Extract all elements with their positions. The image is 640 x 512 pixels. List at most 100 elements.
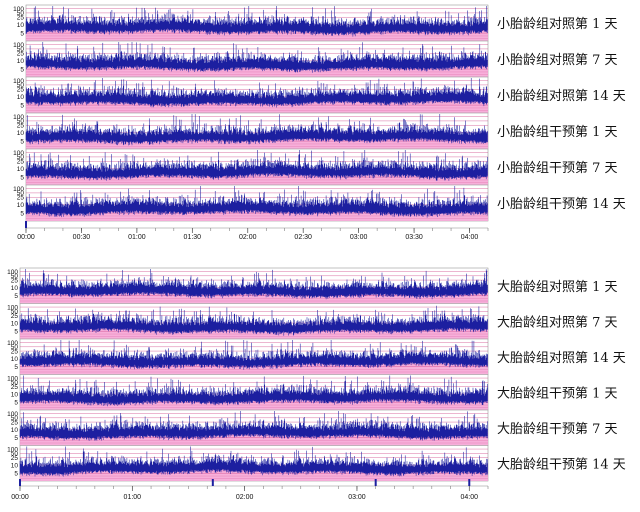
strip-label: 大胎龄组干预第 1 天	[497, 386, 618, 401]
strip-label: 小胎龄组干预第 14 天	[497, 197, 626, 212]
amplitude-trace	[25, 186, 488, 218]
y-tick-label: 25	[17, 195, 25, 202]
y-tick-label: 25	[17, 15, 25, 22]
y-tick-label: 50	[11, 309, 19, 316]
y-tick-label: 100	[13, 150, 24, 157]
y-tick-label: 100	[7, 269, 18, 276]
x-tick-label: 04:00	[461, 234, 479, 241]
y-tick-label: 25	[11, 419, 19, 426]
strip-label: 小胎龄组对照第 7 天	[497, 53, 618, 68]
y-tick-label: 10	[17, 202, 25, 209]
strip-label: 大胎龄组对照第 1 天	[497, 280, 618, 295]
y-tick-label: 100	[7, 304, 18, 311]
y-tick-label: 10	[11, 285, 19, 292]
y-tick-label: 10	[11, 391, 19, 398]
y-tick-label: 5	[20, 30, 24, 37]
y-tick-label: 100	[13, 6, 24, 13]
y-tick-label: 25	[11, 277, 19, 284]
y-tick-label: 50	[17, 154, 25, 161]
x-tick-label: 00:30	[73, 234, 91, 241]
x-tick-label: 01:00	[124, 494, 142, 501]
y-tick-label: 100	[7, 446, 18, 453]
y-tick-label: 10	[17, 58, 25, 65]
y-tick-label: 50	[17, 46, 25, 53]
y-tick-label: 10	[11, 462, 19, 469]
strip-label: 大胎龄组对照第 14 天	[497, 351, 626, 366]
strip-label: 大胎龄组干预第 7 天	[497, 422, 618, 437]
x-tick-label: 04:00	[461, 494, 479, 501]
y-tick-label: 100	[7, 411, 18, 418]
y-tick-label: 25	[17, 87, 25, 94]
y-tick-label: 5	[20, 102, 24, 109]
x-tick-label: 01:30	[184, 234, 202, 241]
y-tick-label: 50	[17, 190, 25, 197]
amplitude-trace	[25, 42, 488, 73]
y-tick-label: 100	[13, 78, 24, 85]
y-tick-label: 25	[11, 455, 19, 462]
amplitude-trace	[19, 269, 488, 300]
y-tick-label: 25	[17, 159, 25, 166]
y-tick-label: 10	[17, 130, 25, 137]
y-tick-label: 25	[11, 348, 19, 355]
y-tick-label: 5	[14, 470, 18, 477]
y-tick-label: 10	[11, 320, 19, 327]
y-tick-label: 50	[17, 10, 25, 17]
x-tick-label: 00:00	[11, 494, 29, 501]
y-tick-label: 10	[11, 356, 19, 363]
y-tick-label: 5	[14, 293, 18, 300]
y-tick-label: 5	[20, 66, 24, 73]
y-tick-label: 100	[13, 42, 24, 49]
y-tick-label: 10	[11, 427, 19, 434]
x-tick-label: 02:00	[236, 494, 254, 501]
y-tick-label: 25	[11, 384, 19, 391]
event-marker	[25, 221, 27, 228]
y-tick-label: 10	[17, 94, 25, 101]
y-tick-label: 5	[20, 210, 24, 217]
time-axis: 00:00 01:00 02:00 03:00 04:00	[11, 479, 489, 501]
y-tick-label: 10	[17, 22, 25, 29]
strip-label: 大胎龄组干预第 14 天	[497, 457, 626, 472]
y-tick-label: 100	[13, 114, 24, 121]
x-tick-label: 01:00	[128, 234, 146, 241]
y-tick-label: 25	[17, 123, 25, 130]
amplitude-trace	[25, 78, 488, 108]
amplitude-trace	[25, 150, 488, 181]
x-tick-label: 03:30	[405, 234, 423, 241]
y-tick-label: 5	[20, 174, 24, 181]
x-tick-label: 00:00	[17, 234, 35, 241]
y-tick-label: 100	[13, 186, 24, 193]
y-tick-label: 100	[7, 340, 18, 347]
amplitude-trace	[19, 340, 488, 370]
amplitude-trace	[19, 375, 488, 407]
event-marker	[211, 479, 214, 486]
amplitude-trace	[19, 411, 488, 441]
y-tick-label: 5	[20, 138, 24, 145]
y-tick-label: 25	[11, 313, 19, 320]
strip-label: 小胎龄组干预第 1 天	[497, 125, 618, 140]
strip-label: 小胎龄组干预第 7 天	[497, 161, 618, 176]
x-tick-label: 02:30	[294, 234, 312, 241]
amplitude-trace	[25, 114, 488, 146]
amplitude-trace	[25, 6, 488, 37]
event-marker	[468, 479, 471, 486]
y-tick-label: 25	[17, 51, 25, 58]
y-tick-label: 10	[17, 166, 25, 173]
x-tick-label: 03:00	[348, 494, 366, 501]
amplitude-trace	[19, 305, 488, 336]
y-tick-label: 50	[11, 380, 19, 387]
y-tick-label: 50	[11, 415, 19, 422]
x-tick-label: 02:00	[239, 234, 257, 241]
y-tick-label: 50	[11, 451, 19, 458]
